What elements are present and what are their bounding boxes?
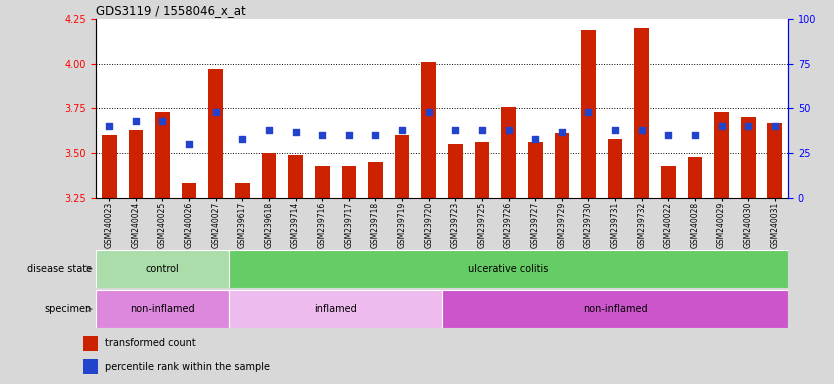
Point (529, 136, 542, 142)
Text: GDS3119 / 1558046_x_at: GDS3119 / 1558046_x_at (96, 3, 246, 17)
Point (369, 132, 382, 138)
Point (156, 118, 169, 124)
Point (289, 129, 302, 135)
Point (236, 136, 249, 142)
Bar (475, 142, 490, 198)
Bar (96, 290, 229, 328)
Bar (102, 135, 117, 198)
Bar (96, 250, 229, 288)
Text: specimen: specimen (44, 304, 92, 314)
Point (661, 132, 675, 138)
Bar (182, 184, 197, 198)
Text: inflamed: inflamed (314, 304, 357, 314)
Point (129, 118, 143, 124)
Text: transformed count: transformed count (105, 338, 196, 348)
Bar (528, 142, 543, 198)
Bar (368, 162, 383, 198)
Point (555, 129, 569, 135)
Point (262, 127, 275, 133)
Bar (155, 112, 170, 198)
Text: disease state: disease state (27, 264, 92, 274)
Bar (741, 118, 756, 198)
Bar (83, 359, 98, 374)
Point (635, 127, 648, 133)
Bar (687, 157, 702, 198)
Bar (341, 166, 356, 198)
Bar (421, 62, 436, 198)
Bar (501, 107, 516, 198)
Bar (229, 290, 442, 328)
Point (449, 127, 462, 133)
Point (688, 132, 701, 138)
Bar (128, 130, 143, 198)
Bar (229, 250, 788, 288)
Point (741, 123, 755, 129)
Point (103, 123, 116, 129)
Bar (394, 135, 409, 198)
Point (315, 132, 329, 138)
Text: ulcerative colitis: ulcerative colitis (469, 264, 549, 274)
Text: percentile rank within the sample: percentile rank within the sample (105, 362, 270, 372)
Point (183, 141, 196, 147)
Bar (289, 155, 303, 198)
Bar (555, 134, 569, 198)
Text: control: control (146, 264, 179, 274)
Bar (608, 139, 622, 198)
Point (609, 127, 622, 133)
Bar (635, 28, 649, 198)
Bar (581, 30, 595, 198)
Bar (315, 166, 329, 198)
Bar (714, 112, 729, 198)
Bar (262, 153, 276, 198)
Point (342, 132, 355, 138)
Point (715, 123, 728, 129)
Bar (235, 184, 249, 198)
Bar (661, 166, 676, 198)
Bar (767, 123, 782, 198)
Point (768, 123, 781, 129)
Bar (83, 336, 98, 351)
Point (582, 109, 595, 115)
Point (502, 127, 515, 133)
Point (209, 109, 223, 115)
Point (395, 127, 409, 133)
Bar (208, 69, 223, 198)
Point (422, 109, 435, 115)
Text: non-inflamed: non-inflamed (130, 304, 195, 314)
Text: non-inflamed: non-inflamed (583, 304, 647, 314)
Point (475, 127, 489, 133)
Bar (442, 290, 788, 328)
Bar (448, 144, 463, 198)
